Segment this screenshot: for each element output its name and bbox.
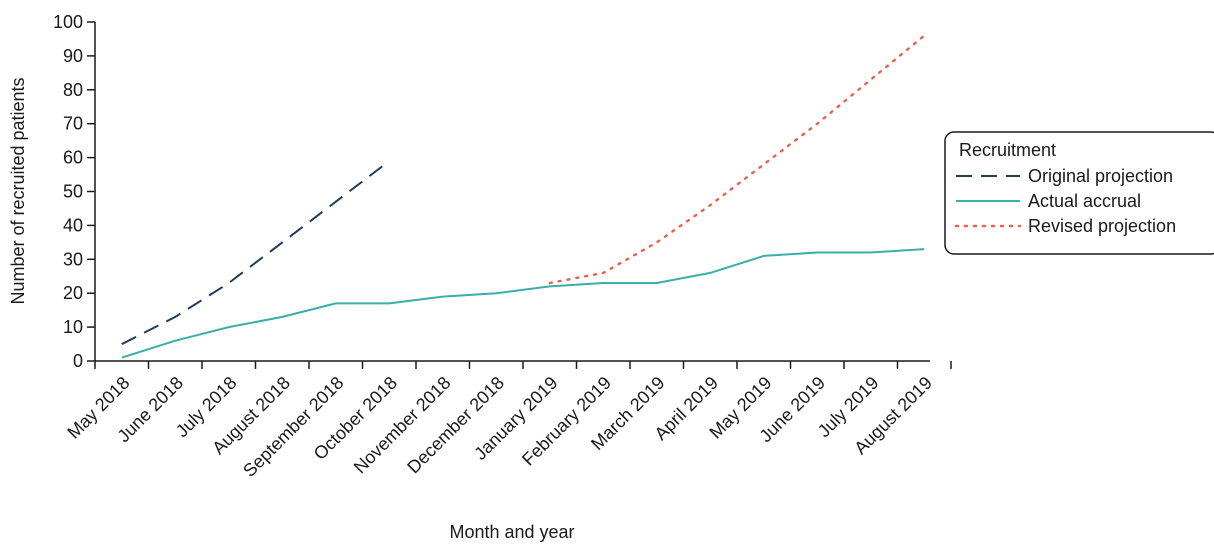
legend: Recruitment Original projection Actual ac… <box>944 131 1214 255</box>
y-tick-label: 100 <box>53 12 83 32</box>
y-tick-label: 30 <box>63 249 83 269</box>
legend-title: Recruitment <box>959 140 1056 160</box>
x-tick-label: December 2018 <box>403 373 508 478</box>
series-lines <box>121 34 926 359</box>
y-tick-label: 40 <box>63 215 83 235</box>
x-tick-label: November 2018 <box>350 373 455 478</box>
y-axis-title: Number of recruited patients <box>8 77 28 304</box>
legend-label: Original projection <box>1028 166 1173 186</box>
legend-items: Original projection Actual accrual Revised… <box>954 166 1176 236</box>
y-axis-ticks: 0 10 20 30 40 50 60 70 80 90 100 <box>53 12 95 371</box>
y-tick-label: 60 <box>63 148 83 168</box>
y-tick-label: 80 <box>63 80 83 100</box>
y-tick-label: 20 <box>63 283 83 303</box>
y-tick-label: 50 <box>63 182 83 202</box>
y-tick-label: 0 <box>73 351 83 371</box>
legend-label: Revised projection <box>1028 216 1176 236</box>
series-line-actual-accrual <box>121 248 925 359</box>
legend-box <box>944 131 1214 255</box>
x-tick-label: September 2018 <box>239 373 347 481</box>
x-axis-title: Month and year <box>449 522 574 542</box>
y-tick-label: 70 <box>63 114 83 134</box>
series-line-revised-projection <box>548 34 926 285</box>
series-line-original-projection <box>121 160 390 345</box>
y-tick-label: 10 <box>63 317 83 337</box>
y-tick-label: 90 <box>63 46 83 66</box>
legend-label: Actual accrual <box>1028 191 1141 211</box>
